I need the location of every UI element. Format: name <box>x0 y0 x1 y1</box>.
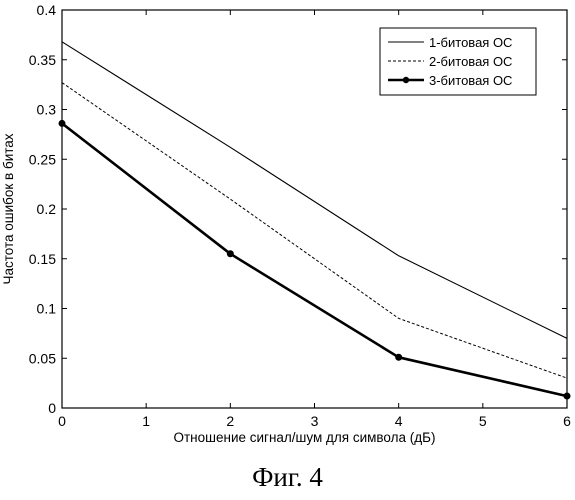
y-axis-label: Частота ошибок в битах <box>1 133 16 284</box>
legend-label: 3-битовая ОС <box>429 73 512 88</box>
x-tick-label: 5 <box>479 413 487 429</box>
data-point <box>227 250 234 257</box>
x-tick-label: 1 <box>142 413 150 429</box>
y-tick-label: 0.15 <box>29 251 56 267</box>
y-tick-label: 0.05 <box>29 350 56 366</box>
series-2 <box>62 83 567 379</box>
x-tick-label: 6 <box>563 413 571 429</box>
x-tick-label: 4 <box>395 413 403 429</box>
legend-label: 1-битовая ОС <box>429 35 512 50</box>
series-line <box>62 83 567 379</box>
series-3 <box>59 120 571 400</box>
legend-marker <box>403 77 409 83</box>
y-tick-label: 0.3 <box>37 102 57 118</box>
x-tick-label: 0 <box>58 413 66 429</box>
y-tick-label: 0.25 <box>29 151 56 167</box>
data-point <box>395 354 402 361</box>
legend: 1-битовая ОС 2-битовая ОС 3-битовая ОС <box>380 28 536 95</box>
x-tick-label: 3 <box>311 413 319 429</box>
legend-label: 2-битовая ОС <box>429 54 512 69</box>
y-tick-label: 0.35 <box>29 52 56 68</box>
y-tick-label: 0 <box>48 400 56 416</box>
y-tick-label: 0.1 <box>37 301 57 317</box>
series-line <box>62 123 567 396</box>
x-tick-label: 2 <box>226 413 234 429</box>
figure-caption: Фиг. 4 <box>0 462 575 493</box>
y-tick-label: 0.4 <box>37 2 57 18</box>
y-tick-label: 0.2 <box>37 201 57 217</box>
x-axis-label: Отношение сигнал/шум для символа (дБ) <box>174 430 436 445</box>
